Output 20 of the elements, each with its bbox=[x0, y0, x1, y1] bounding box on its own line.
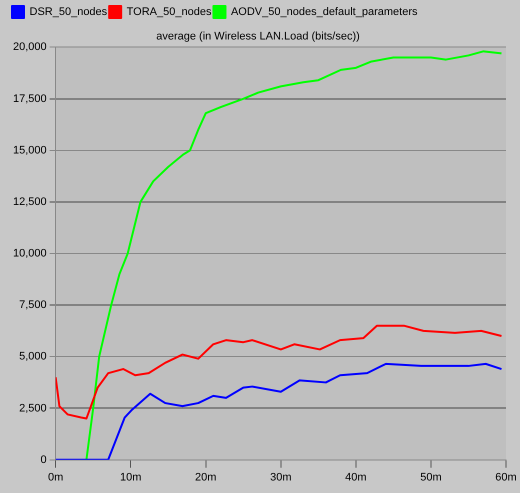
y-tick-label: 7,500 bbox=[19, 299, 47, 312]
y-tick-label: 20,000 bbox=[12, 41, 47, 54]
legend-label: AODV_50_nodes_default_parameters bbox=[230, 6, 418, 18]
y-tick-label: 17,500 bbox=[12, 92, 47, 105]
y-tick-label: 5,000 bbox=[19, 350, 47, 363]
y-tick-label: 2,500 bbox=[19, 402, 47, 414]
x-tick-label: 50m bbox=[420, 471, 442, 484]
legend-label: DSR_50_nodes bbox=[30, 6, 108, 18]
x-tick-label: 10m bbox=[120, 471, 142, 484]
x-tick-label: 30m bbox=[270, 471, 292, 484]
x-tick-label: 0m bbox=[48, 471, 64, 484]
y-tick-label: 15,000 bbox=[12, 144, 47, 156]
y-tick-label: 10,000 bbox=[12, 248, 47, 260]
y-tick-label: 0 bbox=[40, 454, 47, 466]
chart-title: average (in Wireless LAN.Load (bits/sec)) bbox=[156, 30, 360, 43]
y-tick-label: 12,500 bbox=[12, 196, 47, 208]
x-tick-label: 60m bbox=[495, 471, 517, 484]
x-tick-label: 20m bbox=[195, 471, 216, 484]
x-tick-label: 40m bbox=[345, 471, 367, 484]
legend-label: TORA_50_nodes bbox=[126, 6, 212, 18]
